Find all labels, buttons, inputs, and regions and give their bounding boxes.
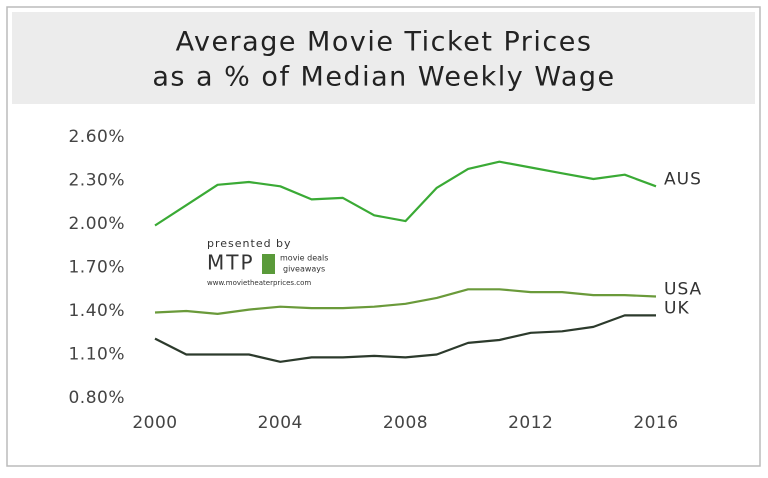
y-tick-label: 0.80% [68,388,125,408]
x-tick-label: 2008 [383,413,428,433]
series-line [154,314,656,363]
logo-text: MTP [207,251,255,275]
y-tick-label: 1.40% [68,301,125,321]
x-tick-label: 2000 [132,413,177,433]
series-label: UK [664,298,690,318]
x-tick-label: 2012 [508,413,553,433]
logo-text: giveaways [283,265,325,274]
series-line [154,288,657,315]
logo-text: presented by [207,237,292,250]
y-tick-label: 1.70% [68,258,125,278]
y-tick-label: 2.60% [68,127,125,147]
logo-text: movie deals [280,254,328,263]
y-tick-label: 2.00% [68,214,125,234]
title-band [12,12,755,104]
x-tick-label: 2004 [258,413,303,433]
chart-title: Average Movie Ticket Prices [176,27,593,58]
chart-title: as a % of Median Weekly Wage [152,62,615,93]
series-label: USA [664,280,702,300]
logo-text: www.movietheaterprices.com [207,279,311,287]
logo-icon [262,254,275,274]
series-line [154,160,657,227]
series-label: AUS [664,169,702,189]
y-tick-label: 1.10% [68,345,125,365]
logo: presented by MTP movie deals giveaways w… [207,237,328,287]
x-tick-label: 2016 [633,413,678,433]
y-tick-label: 2.30% [68,171,125,191]
